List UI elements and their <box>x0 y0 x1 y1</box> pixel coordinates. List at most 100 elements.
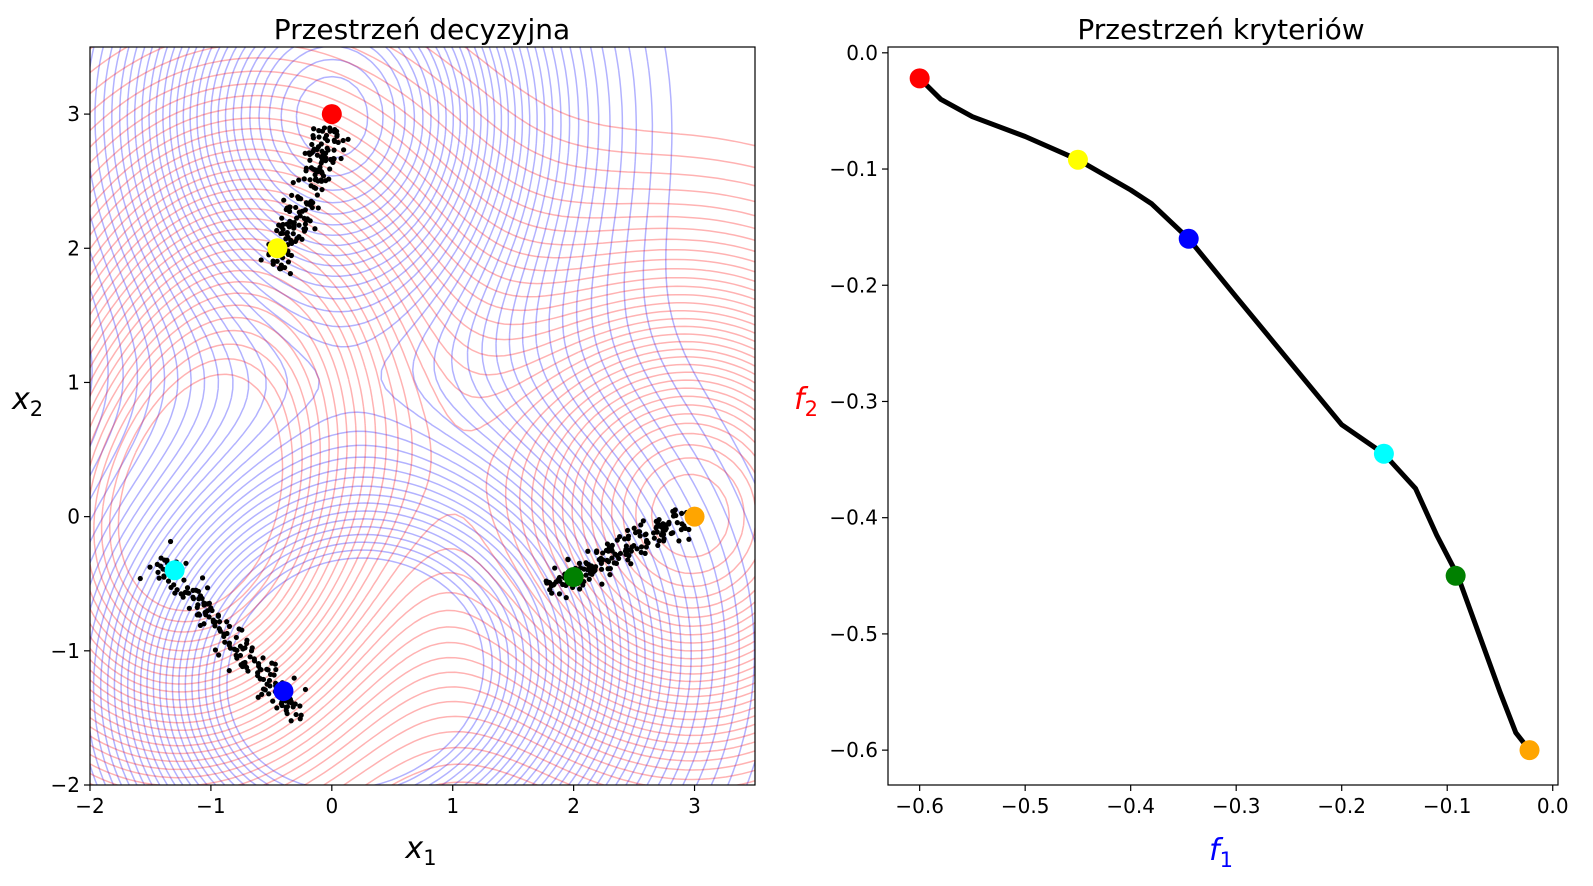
x-tick-label: 1 <box>446 794 459 818</box>
population-point <box>311 184 317 190</box>
contour-line <box>90 227 755 716</box>
population-point <box>327 127 333 133</box>
contour-line <box>90 47 755 785</box>
decision-marker <box>321 104 342 125</box>
population-point <box>244 637 250 643</box>
population-point <box>193 587 199 593</box>
population-point <box>616 555 622 561</box>
contour-line <box>664 47 755 486</box>
population-point <box>660 523 666 529</box>
population-point <box>242 659 248 666</box>
population-point <box>653 518 659 525</box>
contour-line <box>113 47 614 785</box>
contour-line <box>117 373 730 612</box>
population-point <box>259 691 265 697</box>
contour-line <box>191 47 525 785</box>
population-point <box>290 231 296 237</box>
population-point <box>274 227 280 234</box>
y-tick-label: −2 <box>51 773 80 797</box>
population-point <box>267 671 274 678</box>
contour-line <box>90 47 655 785</box>
population-point <box>593 564 599 570</box>
population-point <box>625 547 631 553</box>
population-point <box>274 258 280 264</box>
population-point <box>226 623 233 629</box>
population-point <box>264 666 270 672</box>
contour-line <box>90 47 692 785</box>
population-point <box>556 591 563 597</box>
population-point <box>293 711 299 718</box>
criteria-marker <box>1445 565 1466 586</box>
contour-line <box>90 47 740 785</box>
population-point <box>291 225 297 231</box>
population-point <box>302 686 309 693</box>
population-point <box>234 655 240 661</box>
population-point <box>283 704 289 710</box>
criteria-marker <box>1373 443 1394 464</box>
population-point <box>638 544 645 550</box>
population-point <box>322 135 328 141</box>
decision-x-ticks: −2 −1 0 1 2 3 <box>75 785 701 818</box>
population-point <box>212 647 219 653</box>
population-point <box>682 525 688 531</box>
criteria-y-axis-label: f2 <box>794 382 818 421</box>
population-point <box>312 167 318 173</box>
y-tick-label: 0 <box>67 505 80 529</box>
population-point <box>319 186 325 193</box>
population-point <box>632 530 639 536</box>
population-point <box>331 147 337 153</box>
population-point <box>137 575 143 582</box>
population-point <box>302 207 308 213</box>
population-point <box>631 525 637 531</box>
population-point <box>319 148 325 154</box>
population-point <box>279 702 285 709</box>
contour-line <box>184 47 533 785</box>
criteria-markers <box>909 68 1540 761</box>
contour-line <box>108 357 745 623</box>
population-point <box>307 177 313 183</box>
criteria-marker <box>1519 740 1540 761</box>
population-point <box>617 534 623 540</box>
population-point <box>184 585 191 591</box>
y-tick-label: −0.1 <box>829 157 878 181</box>
population-point <box>292 701 298 707</box>
y-tick-label: −0.3 <box>829 389 878 413</box>
population-point <box>299 236 305 242</box>
population-point <box>258 257 264 263</box>
x-tick-label: −0.5 <box>1001 794 1050 818</box>
pareto-front <box>917 75 1532 753</box>
x-tick-label: −0.1 <box>1423 794 1472 818</box>
population-point <box>233 634 239 641</box>
population-point <box>638 522 644 528</box>
population-point <box>314 152 321 158</box>
contour-line <box>90 269 755 685</box>
contour-line <box>90 47 727 785</box>
population-point <box>209 607 215 614</box>
population-point <box>255 694 261 700</box>
population-point <box>273 666 279 673</box>
population-point <box>581 566 587 572</box>
criteria-y-ticks: 0.0 −0.1 −0.2 −0.3 −0.4 −0.5 −0.6 <box>829 41 888 762</box>
population-point <box>583 560 589 566</box>
population-point <box>309 141 315 148</box>
population-point <box>613 560 620 566</box>
population-point <box>231 646 238 652</box>
population-point <box>206 600 213 606</box>
population-point <box>323 155 329 161</box>
population-point <box>634 546 640 552</box>
population-point <box>278 230 284 237</box>
population-point <box>288 718 294 724</box>
population-point <box>543 578 549 584</box>
contour-line <box>90 47 755 785</box>
population-point <box>217 628 223 634</box>
population-point <box>560 581 566 588</box>
population-point <box>670 508 676 514</box>
population-point <box>181 577 187 583</box>
contour-line <box>218 58 493 785</box>
population-point <box>549 590 555 596</box>
x-tick-label: −0.4 <box>1106 794 1155 818</box>
population-point <box>285 259 292 265</box>
population-point <box>637 533 643 539</box>
contour-line <box>90 47 755 187</box>
